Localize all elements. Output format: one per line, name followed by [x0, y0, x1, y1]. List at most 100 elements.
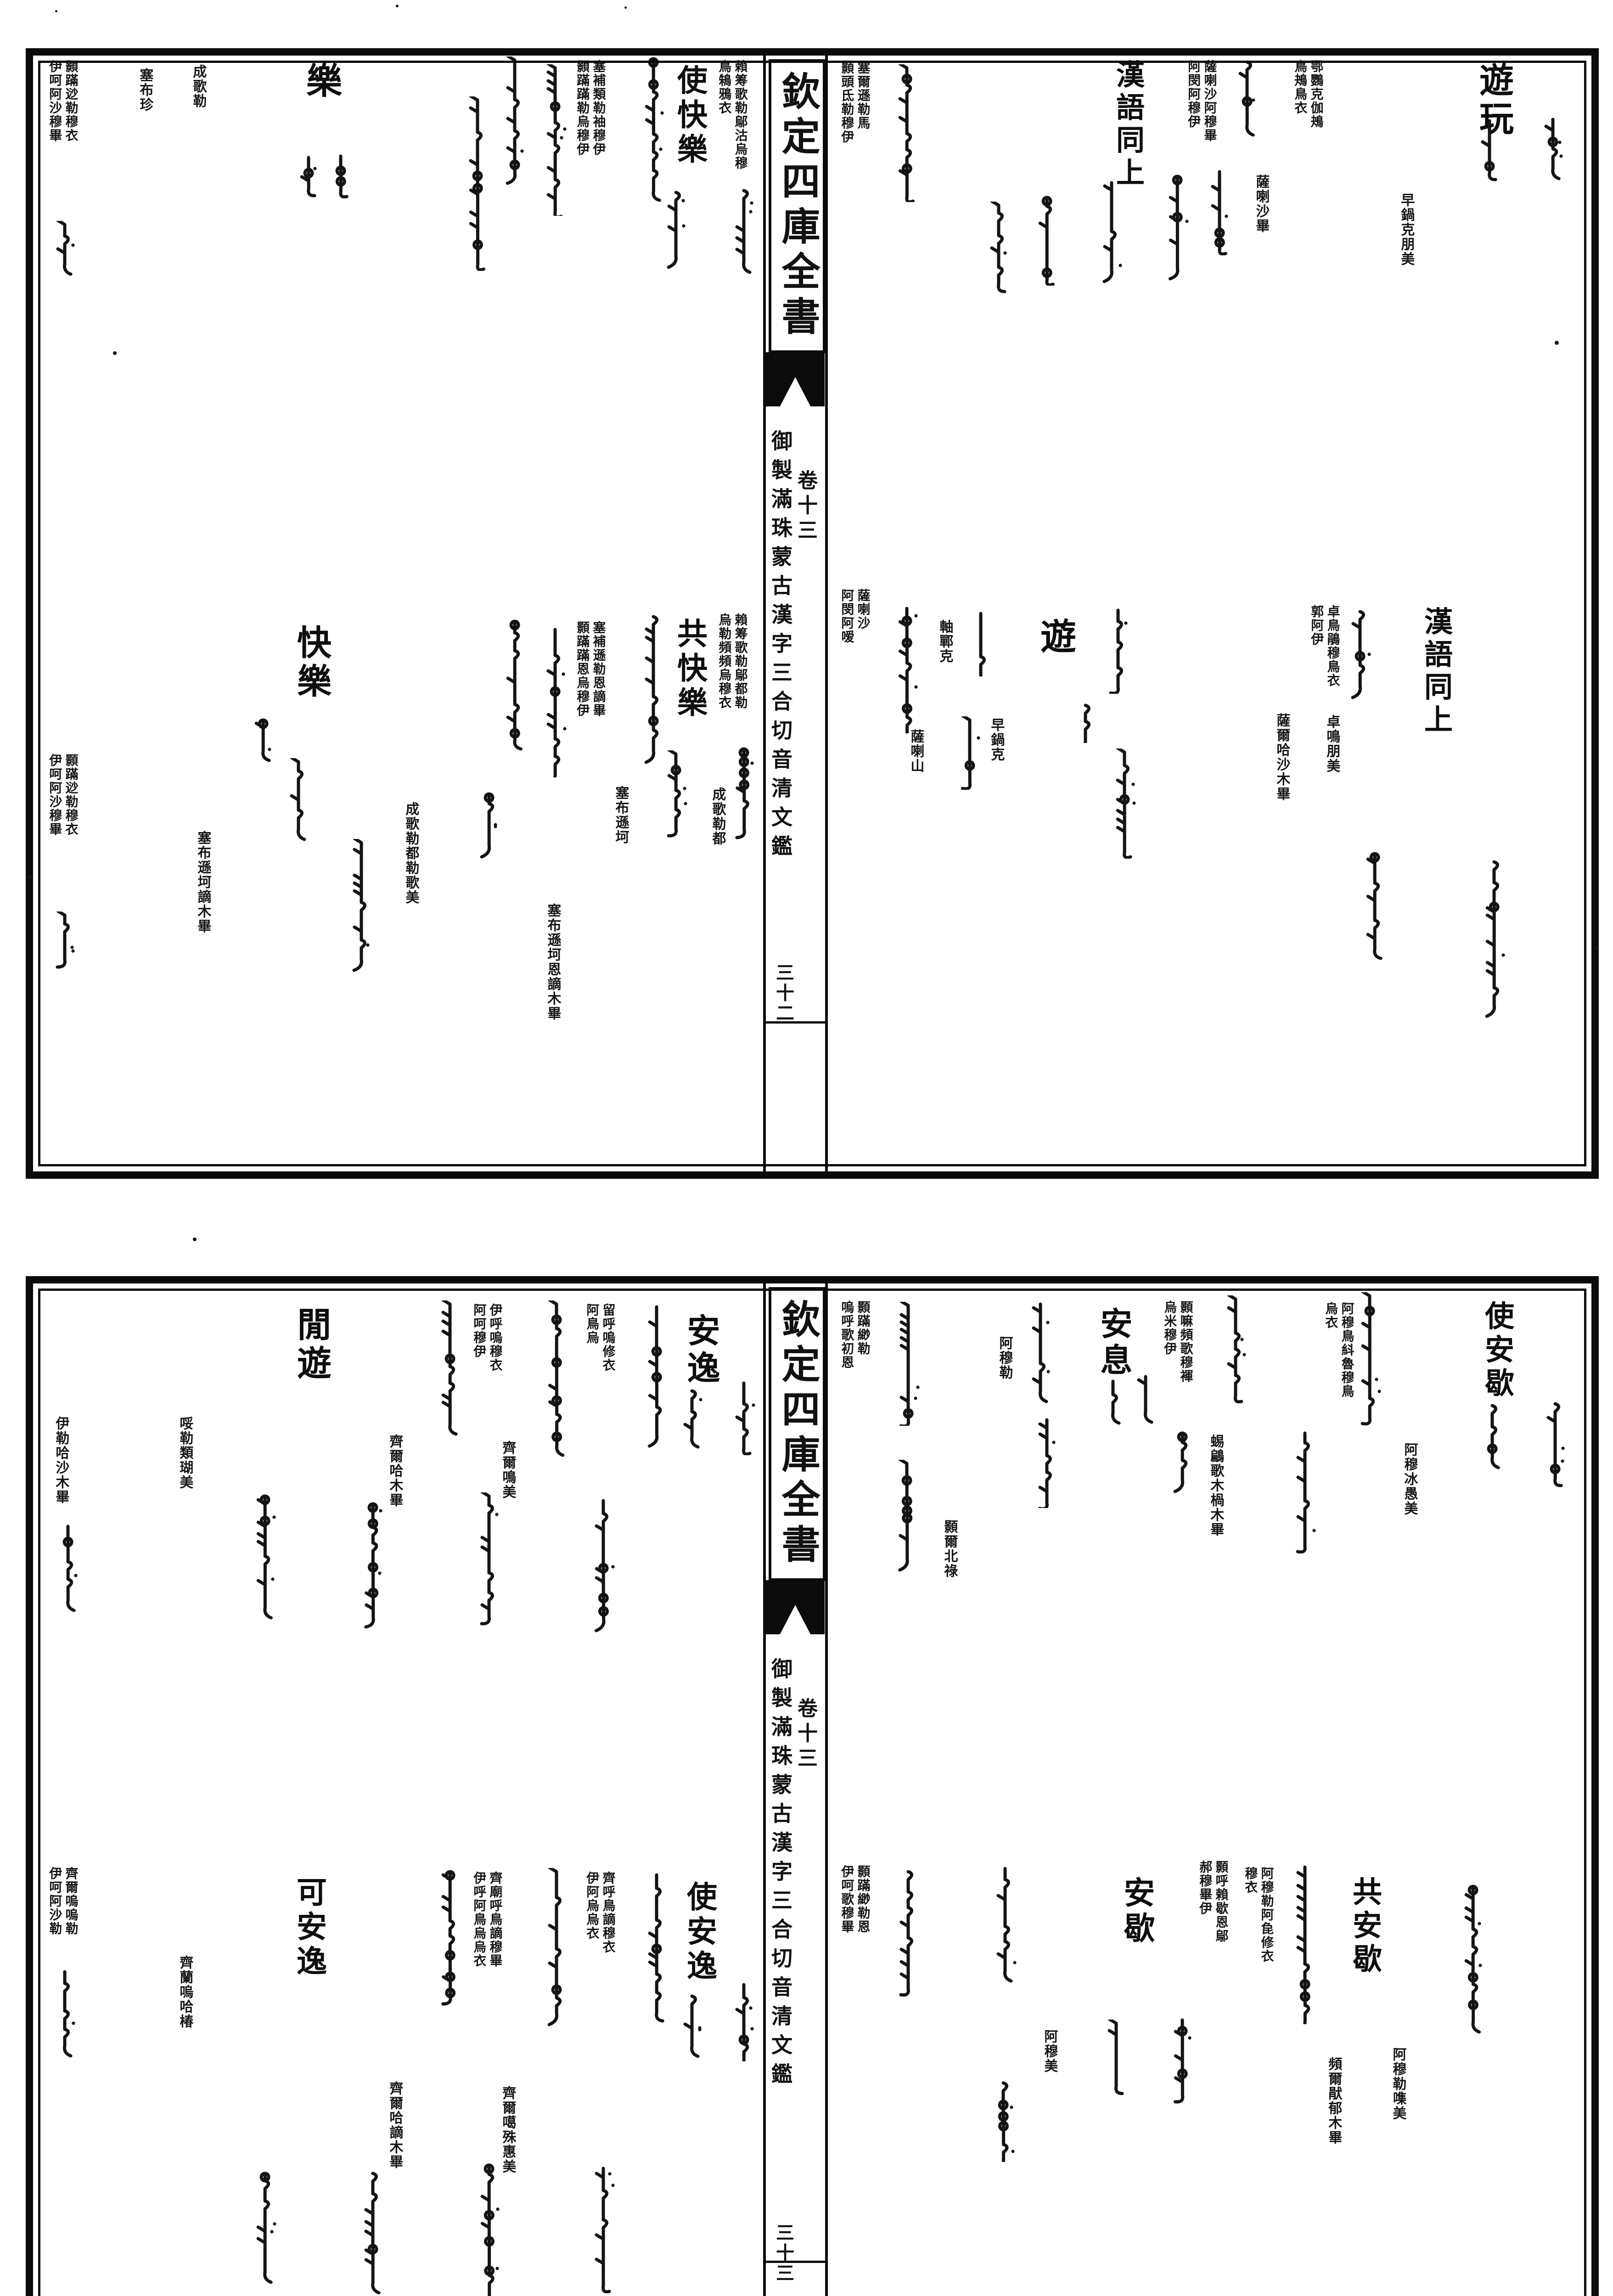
phonetic-annotation-pair: 薩喇沙 阿閔阿嗳 — [837, 589, 870, 644]
mongolian-script-column — [250, 1492, 280, 1623]
phonetic-annotation: 齊爾鳴美 — [500, 1441, 516, 1499]
phonetic-annotation: 伊呼嗚穆衣 — [488, 1303, 502, 1372]
headword: 共快樂 — [673, 618, 706, 721]
manchu-script-column — [677, 1387, 707, 1454]
phonetic-annotation-pair: 阿穆鳥紏魯穆鳥 烏衣 — [1321, 1302, 1354, 1398]
manchu-script-column — [955, 714, 984, 792]
headword: 可安逸 — [292, 1876, 326, 1980]
phonetic-annotation: 齊蘭嗚哈椿 — [177, 1955, 193, 2029]
manchu-script-column — [989, 2079, 1018, 2168]
headword: 安息 — [1096, 1307, 1131, 1379]
headword: 漢語同上 — [1420, 607, 1451, 737]
mongolian-script-column — [347, 837, 376, 974]
manchu-script-column — [892, 1458, 922, 1577]
phonetic-annotation: 齊呼鳥謫穆衣 — [601, 1871, 615, 1954]
phonetic-annotation: 卓鳥鵑穆鳥衣 — [1325, 605, 1340, 687]
phonetic-annotation-pair: 留呼嗚修衣 阿鳥烏 — [582, 1303, 615, 1372]
folio-number: 三十二 — [773, 963, 794, 1024]
mongolian-script-column — [500, 54, 529, 187]
phonetic-annotation-pair: 顥蹣緲勒恩 伊呵歌穆畢 — [837, 1865, 870, 1934]
headword: 閒遊 — [292, 1306, 330, 1384]
phonetic-annotation: 齊爾哈木畢 — [387, 1434, 403, 1508]
phonetic-annotation: 阿穆勒 — [997, 1336, 1012, 1380]
phonetic-annotation: 伊呵阿沙穆畢 — [47, 754, 62, 836]
spine-rule-right — [825, 1283, 828, 2296]
manchu-script-column — [1098, 1378, 1128, 1430]
phonetic-annotation: 齊爾嗚嗚勒 — [63, 1867, 78, 1936]
phonetic-annotation: 顥呼賴歇恩鄔 — [1214, 1860, 1228, 1943]
manchu-script-column — [250, 2170, 280, 2287]
manchu-script-column — [729, 1981, 759, 2071]
phonetic-annotation: 顥蹣緲勒恩 — [855, 1865, 870, 1934]
phonetic-annotation: 顥蹣蹣恩烏穆伊 — [575, 621, 590, 717]
phonetic-annotation: 早鍋克 — [989, 718, 1004, 762]
volume-label: 卷十三 — [794, 1698, 817, 1772]
mongolian-script-column — [358, 1500, 388, 1631]
mongolian-script-column — [589, 1497, 618, 1635]
fishtail-emblem-icon — [766, 1580, 825, 1634]
manchu-script-column — [1102, 2017, 1131, 2098]
spine-footer-rule — [763, 2261, 828, 2263]
mongolian-script-column — [474, 1490, 504, 1628]
manchu-script-column — [729, 187, 759, 279]
phonetic-annotation: 塞補遜勒恩謫畢 — [591, 621, 606, 717]
scan-artifact — [1555, 341, 1559, 345]
phonetic-annotation: 鳥鴂鳥衣 — [1293, 60, 1307, 115]
manchu-script-column — [1097, 179, 1126, 287]
scan-artifact — [624, 6, 627, 9]
manchu-script-column — [50, 909, 79, 971]
phonetic-annotation: 顥蹣緲勒 — [855, 1300, 870, 1356]
spine-rule-right — [825, 56, 828, 1171]
phonetic-annotation: 塞補類勒袖穆伊 — [591, 60, 606, 156]
manchu-script-column — [1345, 608, 1375, 702]
phonetic-annotation: 顥蹣逤勒穆衣 — [63, 754, 78, 836]
manchu-script-column — [1032, 194, 1062, 288]
spine-title-box: 欽定四庫全書 — [769, 1287, 826, 1581]
phonetic-annotation-pair: 卓鳥鵑穆鳥衣 郭阿伊 — [1307, 605, 1339, 687]
phonetic-annotation-pair: 伊呼嗚穆衣 阿呵穆伊 — [469, 1303, 502, 1372]
phonetic-annotation: 伊阿烏烏衣 — [585, 1871, 599, 1940]
phonetic-annotation: 薩喇沙阿穆畢 — [1202, 60, 1217, 142]
phonetic-annotation: 卓鳴朋美 — [1324, 715, 1340, 773]
mongolian-script-column — [1355, 1290, 1384, 1428]
phonetic-annotation: 留呼嗚修衣 — [601, 1303, 615, 1372]
manchu-script-column — [729, 1379, 759, 1458]
phonetic-annotation: 顥頭氐勒穆伊 — [839, 61, 854, 144]
scan-artifact — [396, 5, 399, 7]
collection-title: 欽定四庫全書 — [776, 1299, 819, 1569]
phonetic-annotation-pair: 塞補遜勒恩謫畢 顥蹣蹣恩烏穆伊 — [573, 621, 605, 717]
phonetic-annotation: 嗚呼歌初恩 — [839, 1300, 854, 1369]
phonetic-annotation: 伊呼阿鳥烏烏衣 — [472, 1871, 486, 1968]
manchu-script-column — [50, 1968, 79, 2062]
manchu-script-column — [1360, 850, 1389, 962]
mongolian-script-column — [639, 613, 668, 767]
phonetic-annotation: 鄂鸚克伽鴂 — [1309, 60, 1323, 129]
manchu-script-column — [677, 1992, 707, 2064]
phonetic-annotation: 賴筹歌勒鄔沽烏穆 — [733, 60, 747, 170]
mongolian-script-column — [435, 1298, 465, 1438]
phonetic-annotation: 郝穆畢伊 — [1197, 1860, 1212, 1915]
manchu-script-column — [1131, 1373, 1160, 1428]
mongolian-script-column — [358, 2170, 388, 2296]
phonetic-annotation: 齊爾噶殊惠美 — [500, 2086, 516, 2174]
manchu-script-column — [1163, 173, 1192, 283]
phonetic-annotation: 郭阿伊 — [1309, 605, 1324, 646]
manchu-script-column — [1110, 746, 1139, 861]
mongolian-script-column — [463, 94, 492, 273]
manchu-script-column — [1538, 116, 1568, 186]
manchu-script-column — [1026, 1300, 1055, 1408]
phonetic-annotation: 成歌勒 — [191, 64, 206, 108]
phonetic-annotation: 成歌勒都勒歌美 — [403, 802, 419, 905]
mongolian-script-column — [642, 1871, 671, 2025]
mongolian-script-column — [894, 1300, 923, 1428]
manchu-script-column — [729, 745, 759, 842]
phonetic-annotation: 伊呵阿沙穆畢 — [47, 60, 62, 142]
mongolian-script-column — [892, 62, 922, 204]
headword: 遊玩 — [1474, 62, 1512, 139]
mongolian-script-column — [542, 1298, 571, 1461]
manchu-script-column — [50, 219, 79, 281]
phonetic-annotation: 伊呵阿沙勒 — [47, 1867, 62, 1936]
manchu-script-column — [1032, 1416, 1062, 1511]
scan-artifact — [28, 875, 32, 879]
manchu-script-column — [53, 1523, 83, 1617]
